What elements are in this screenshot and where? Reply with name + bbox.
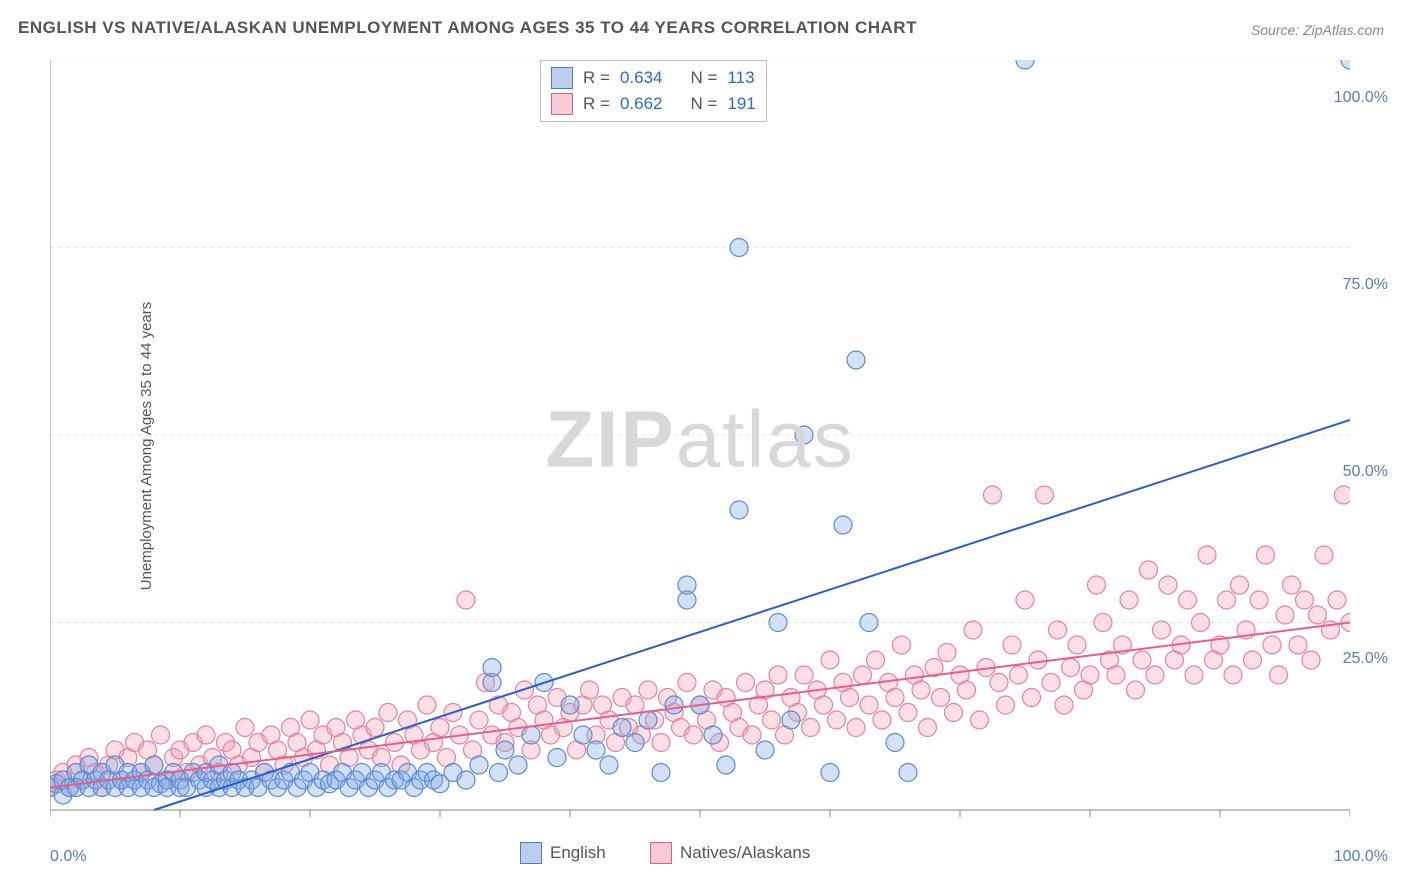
swatch-english-icon <box>551 67 573 89</box>
x-tick-100: 100.0% <box>1334 848 1388 866</box>
source-attribution: Source: ZipAtlas.com <box>1251 22 1384 38</box>
stat-r-natives: 0.662 <box>620 94 663 114</box>
stat-r-label: R = <box>583 94 610 114</box>
y-tick-50: 50.0% <box>1343 463 1388 481</box>
stat-n-natives: 191 <box>727 94 755 114</box>
scatter-chart <box>50 60 1350 830</box>
stat-n-english: 113 <box>727 68 754 88</box>
legend-english-label: English <box>550 843 606 863</box>
chart-title: ENGLISH VS NATIVE/ALASKAN UNEMPLOYMENT A… <box>18 18 917 38</box>
x-tick-0: 0.0% <box>50 848 86 866</box>
stat-r-english: 0.634 <box>620 68 663 88</box>
swatch-natives-icon <box>650 842 672 864</box>
stat-r-label: R = <box>583 68 610 88</box>
stat-n-label: N = <box>690 94 717 114</box>
stat-n-label: N = <box>690 68 717 88</box>
stats-legend: R = 0.634 N = 113 R = 0.662 N = 191 <box>540 60 767 122</box>
swatch-natives-icon <box>551 93 573 115</box>
y-tick-75: 75.0% <box>1343 276 1388 294</box>
legend-english: English <box>520 842 606 864</box>
plot-area: ZIPatlas R = 0.634 N = 113 R = 0.662 N =… <box>50 60 1350 830</box>
legend-natives-label: Natives/Alaskans <box>680 843 810 863</box>
legend-natives: Natives/Alaskans <box>650 842 810 864</box>
y-tick-25: 25.0% <box>1343 650 1388 668</box>
swatch-english-icon <box>520 842 542 864</box>
y-tick-100: 100.0% <box>1334 89 1388 107</box>
